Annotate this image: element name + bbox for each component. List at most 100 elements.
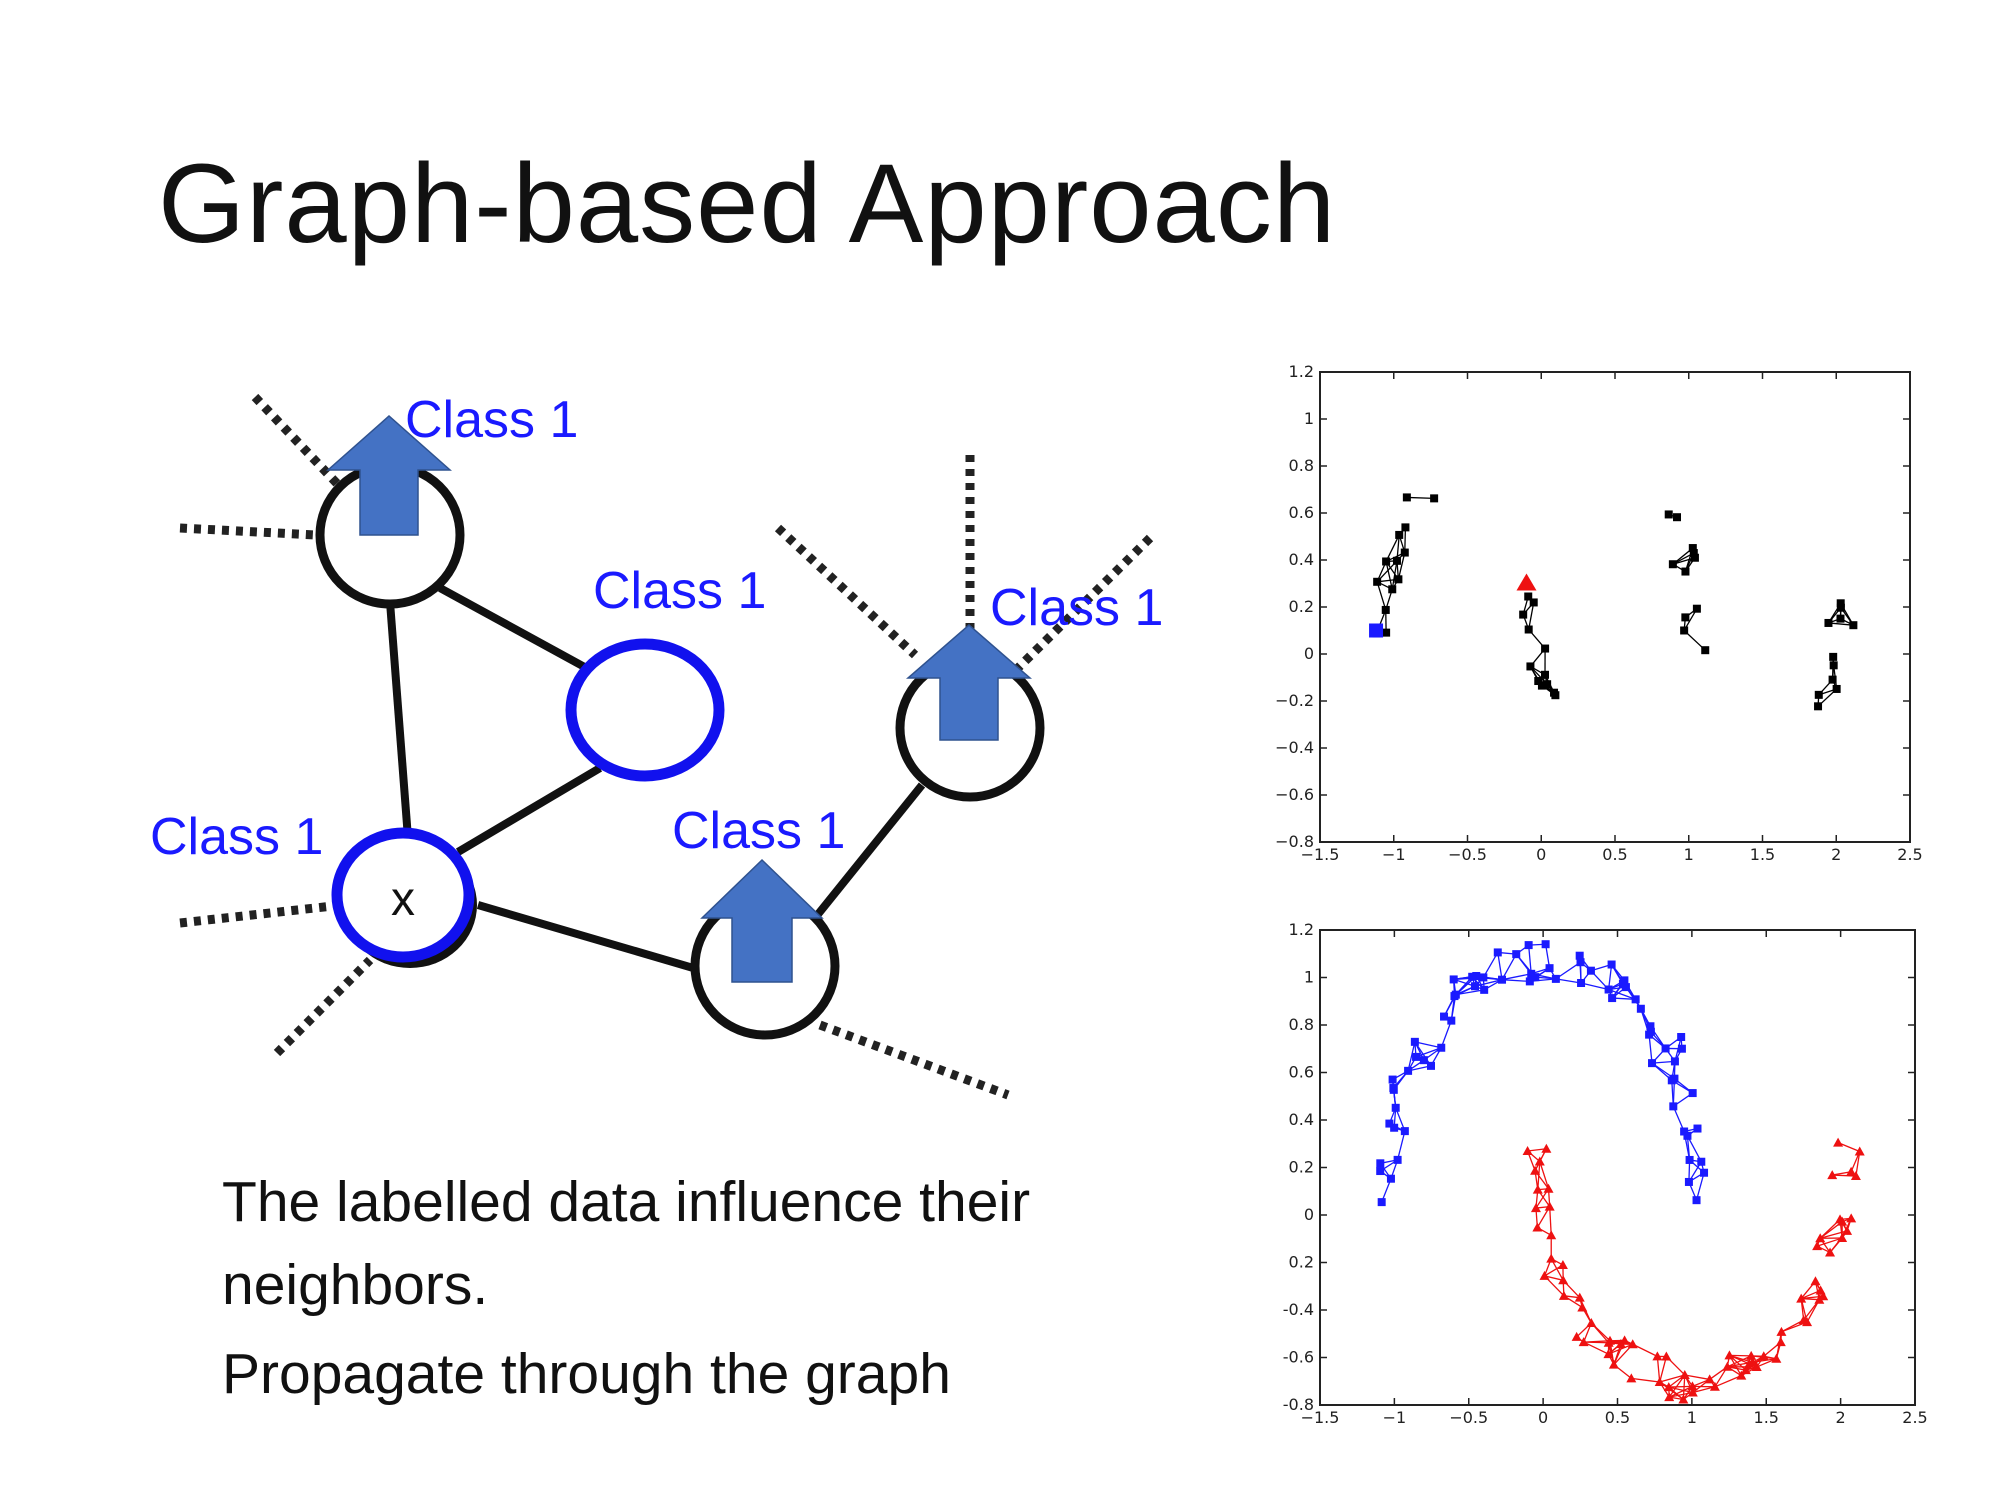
query-node-label: x — [391, 873, 415, 926]
data-point — [1835, 1214, 1846, 1224]
data-point — [1704, 1374, 1715, 1384]
data-point — [1470, 982, 1479, 991]
data-point — [1391, 1103, 1400, 1112]
data-point — [1530, 1203, 1541, 1213]
data-point — [1701, 646, 1710, 655]
graph-edge — [1714, 1375, 1742, 1388]
data-points — [1369, 493, 1858, 711]
graph-edge — [1583, 1341, 1609, 1355]
data-point — [1700, 1168, 1709, 1177]
data-point — [1692, 1196, 1701, 1205]
data-point — [1810, 1276, 1821, 1286]
data-point — [1627, 1339, 1638, 1349]
data-point — [1684, 1177, 1693, 1186]
data-point — [1776, 1326, 1787, 1336]
data-point — [1400, 1127, 1409, 1136]
data-point — [1377, 1198, 1386, 1207]
data-point — [1512, 950, 1521, 959]
x-tick-label: 2 — [1831, 845, 1841, 864]
data-point — [1447, 1016, 1456, 1025]
data-point — [1681, 567, 1690, 576]
data-point — [1854, 1146, 1865, 1156]
graph-edge — [1414, 1041, 1442, 1049]
x-tick-label: −0.5 — [1449, 1408, 1488, 1427]
data-point — [1680, 626, 1689, 635]
data-point — [1480, 985, 1489, 994]
data-point — [1419, 1056, 1428, 1065]
y-tick-label: 0.2 — [1289, 1253, 1314, 1272]
x-tick-label: 2 — [1836, 1408, 1846, 1427]
data-point — [1539, 1270, 1550, 1280]
y-tick-label: -0.8 — [1283, 1395, 1314, 1414]
data-point — [1575, 951, 1584, 960]
data-point — [1709, 1381, 1720, 1391]
data-point — [1402, 493, 1411, 502]
graph-edge — [1497, 952, 1503, 980]
data-point — [1661, 1044, 1670, 1053]
up-arrow-icon — [905, 624, 1033, 741]
y-tick-label: -0.4 — [1283, 1300, 1314, 1319]
graph-edge — [1729, 1354, 1752, 1357]
data-point — [1607, 960, 1616, 969]
graph-edge — [1527, 945, 1532, 974]
class-label: Class 1 — [150, 808, 323, 866]
data-point — [1385, 1119, 1394, 1128]
data-point — [1493, 948, 1502, 957]
graph-edge — [1686, 1135, 1702, 1163]
x-tick-label: 0.5 — [1602, 845, 1627, 864]
data-point — [1681, 613, 1690, 622]
data-point — [1818, 1291, 1829, 1301]
data-point — [1390, 1123, 1399, 1132]
data-point — [1543, 1183, 1554, 1193]
data-point — [1697, 1157, 1706, 1166]
data-point — [1541, 670, 1550, 679]
data-point — [1832, 684, 1841, 693]
data-point — [1449, 975, 1458, 984]
data-point — [1796, 1293, 1807, 1303]
data-point — [1654, 1377, 1665, 1387]
data-point — [1827, 1170, 1838, 1180]
data-point — [1693, 1124, 1702, 1133]
edge — [386, 601, 412, 839]
graph-edge — [1385, 534, 1400, 562]
solid-edges — [386, 584, 926, 974]
graph-edge — [1631, 1377, 1660, 1383]
data-point — [1688, 1089, 1697, 1098]
edge — [476, 901, 702, 974]
y-axis-ticks: 1.2 1 0.8 0.6 0.4 0.2 0 0.2 -0.4 -0.6 -0.8 — [1283, 920, 1915, 1414]
up-arrow-icon — [326, 414, 452, 536]
data-point — [1530, 1165, 1541, 1175]
y-tick-label: −0.6 — [1275, 785, 1314, 804]
graph-edge — [1648, 1034, 1653, 1064]
data-point — [1824, 618, 1833, 627]
data-point — [1437, 1043, 1446, 1052]
data-point — [1688, 544, 1697, 553]
graph-edge — [1539, 1161, 1550, 1189]
data-point — [1546, 1253, 1557, 1263]
y-tick-label: 0 — [1304, 1205, 1314, 1224]
propagated-labels-plot: 1.210.80.60.40.200.2-0.4-0.6-0.8 −1.5 −1−… — [1283, 920, 1928, 1427]
y-tick-label: 0.8 — [1289, 456, 1314, 475]
data-point — [1608, 994, 1617, 1003]
data-point — [1724, 1350, 1735, 1360]
data-point — [1608, 1359, 1619, 1369]
plot-frame — [1319, 371, 1911, 843]
data-point — [1389, 1085, 1398, 1094]
data-point — [1412, 1052, 1421, 1061]
propagation-arrows — [326, 414, 1033, 983]
y-tick-label: 0 — [1304, 644, 1314, 663]
graph-edge — [1659, 1374, 1685, 1383]
data-point — [1381, 605, 1390, 614]
data-point — [1526, 662, 1535, 671]
class-labels: Class 1 Class 1 Class 1 Class 1 Class 1 — [150, 391, 1163, 866]
data-point — [1519, 610, 1528, 619]
data-point — [1836, 603, 1845, 612]
data-point — [1404, 1066, 1413, 1075]
y-tick-label: 0.2 — [1289, 597, 1314, 616]
data-point — [1690, 553, 1699, 562]
data-point — [1545, 964, 1554, 973]
x-axis-ticks: −1.5 −1 −0.5 0 0.5 1 1.5 2 2.5 — [1301, 372, 1923, 864]
data-point — [1668, 560, 1677, 569]
data-point — [1524, 625, 1533, 634]
data-point — [1577, 978, 1586, 987]
